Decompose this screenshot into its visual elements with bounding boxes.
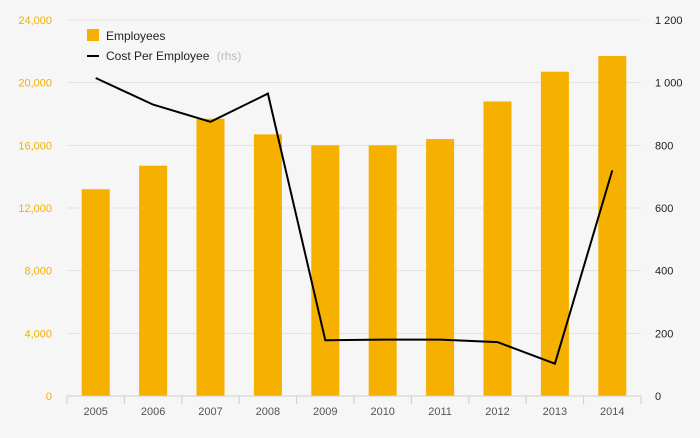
y-right-tick-label: 200 <box>655 328 673 340</box>
bar <box>598 56 627 397</box>
y-left-tick-label: 16,000 <box>18 140 52 152</box>
y-right-tick-label: 600 <box>655 203 673 215</box>
series-line <box>95 77 614 366</box>
x-tick-label: 2008 <box>256 406 280 418</box>
legend-series-name: Cost Per Employee <box>106 49 210 63</box>
bar <box>253 134 282 396</box>
x-tick-label: 2006 <box>141 406 165 418</box>
y-left-tick-label: 4,000 <box>24 328 52 340</box>
legend-series-suffix: (rhs) <box>217 49 242 63</box>
bar <box>311 145 340 396</box>
bar <box>368 145 397 396</box>
y-left-tick-label: 12,000 <box>18 203 52 215</box>
x-tick-label: 2009 <box>313 406 337 418</box>
bar <box>426 139 455 397</box>
x-tick-label: 2005 <box>83 406 107 418</box>
bar <box>483 101 512 396</box>
y-left-tick-label: 20,000 <box>18 78 52 90</box>
bar <box>540 71 569 396</box>
y-right-tick-label: 400 <box>655 266 673 278</box>
x-tick-label: 2012 <box>485 406 509 418</box>
x-tick-label: 2010 <box>370 406 394 418</box>
y-left-tick-label: 8,000 <box>24 266 52 278</box>
y-right-tick-label: 800 <box>655 140 673 152</box>
legend-label-cost-per-employee: Cost Per Employee (rhs) <box>106 49 241 63</box>
x-tick-label: 2014 <box>600 406 624 418</box>
bar <box>81 189 110 396</box>
legend-label-employees: Employees <box>106 29 165 43</box>
axes: 0 4,000 8,000 12,000 16,000 20,000 24,000 0 200 4… <box>18 15 682 418</box>
legend: Employees Cost Per Employee (rhs) <box>87 29 241 63</box>
x-tick-label: 2013 <box>543 406 567 418</box>
y-right-tick-label: 1 000 <box>655 78 683 90</box>
y-left-tick-label: 0 <box>46 391 52 403</box>
line-series-cost-per-employee <box>95 77 614 366</box>
y-right-tick-label: 1 200 <box>655 15 683 27</box>
x-tick-label: 2007 <box>198 406 222 418</box>
bar-series-employees <box>81 56 627 397</box>
bar <box>139 165 168 396</box>
x-tick-label: 2011 <box>428 406 452 418</box>
legend-swatch-employees <box>87 29 99 41</box>
y-right-tick-label: 0 <box>655 391 661 403</box>
bar <box>196 118 225 396</box>
y-left-tick-label: 24,000 <box>18 15 52 27</box>
